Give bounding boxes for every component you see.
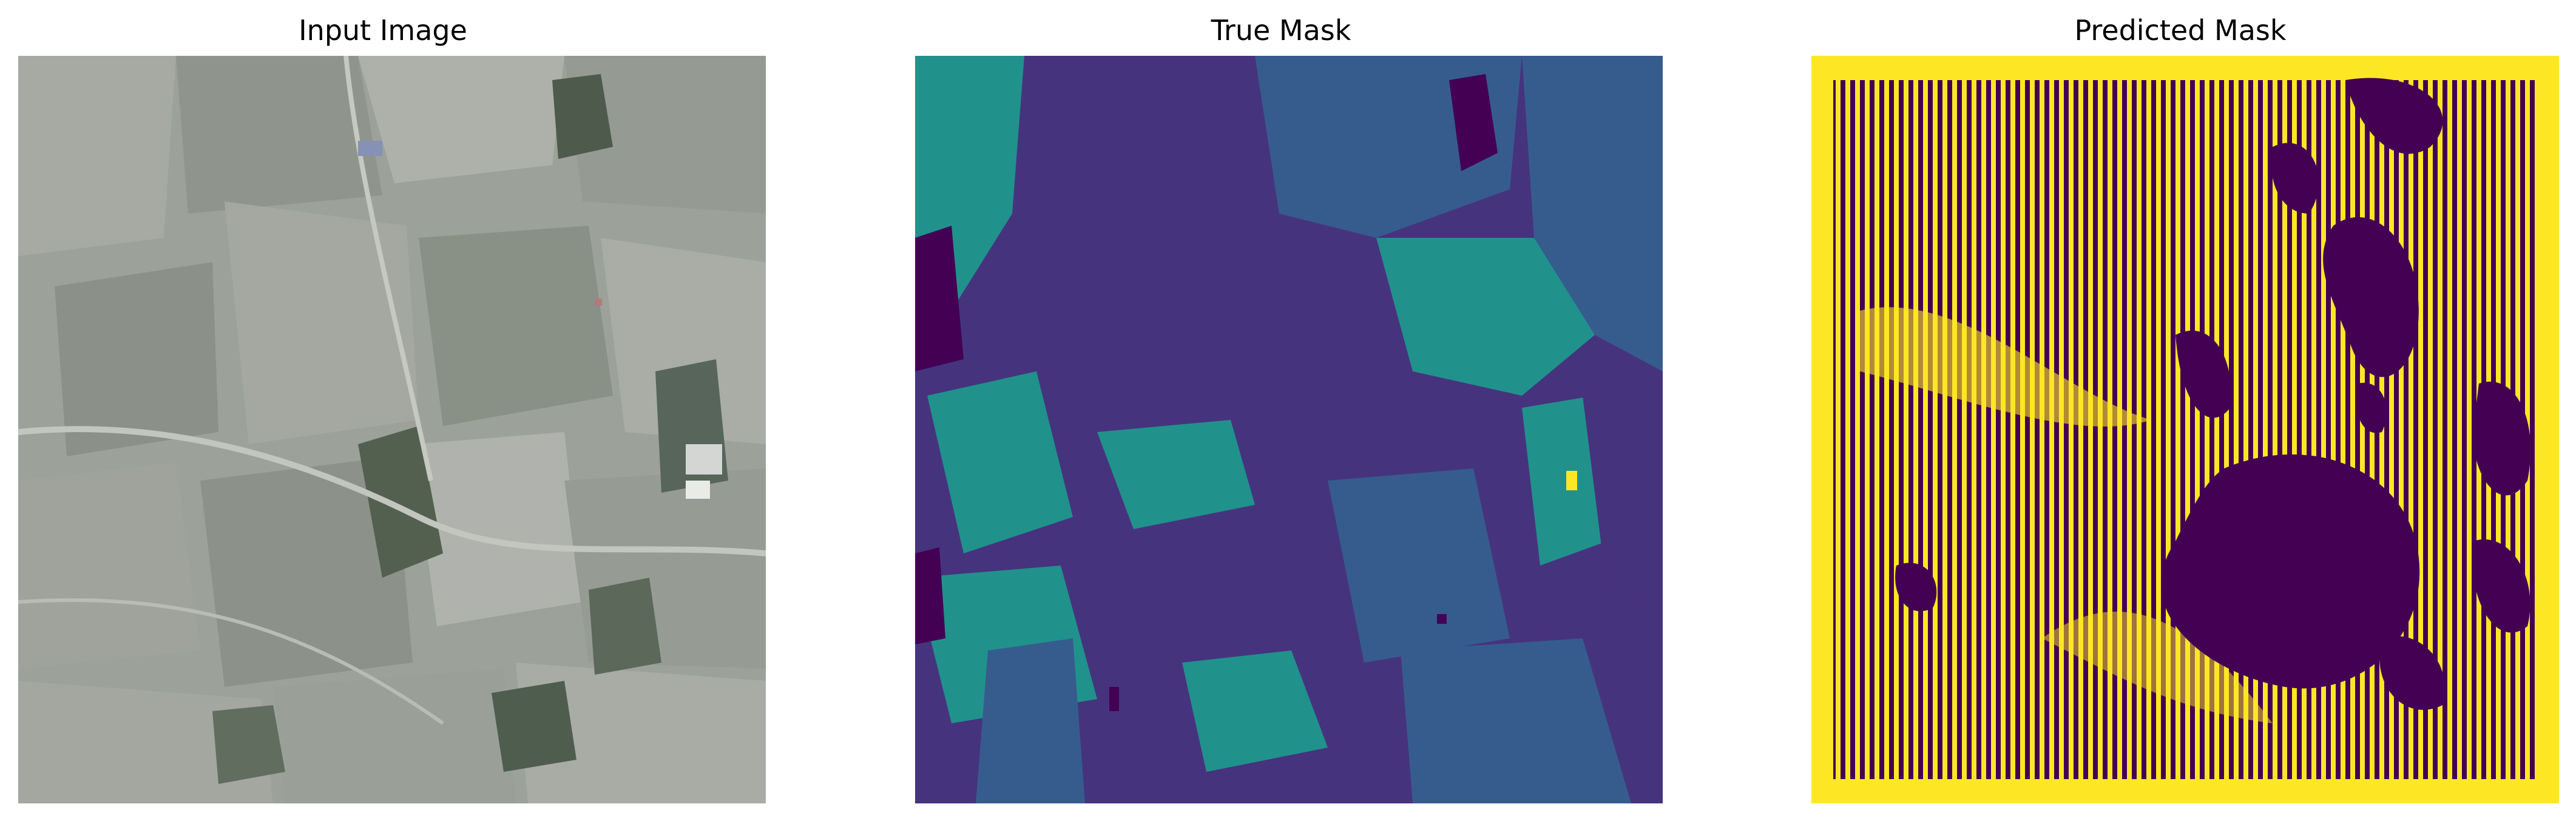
predicted-mask-title: Predicted Mask	[2074, 14, 2287, 47]
predicted-mask	[1811, 56, 2559, 803]
predicted-mask-panel: Predicted Mask	[1797, 0, 2563, 821]
true-mask	[915, 56, 1663, 803]
input-image	[18, 56, 766, 803]
input-image-title: Input Image	[299, 14, 467, 47]
true-mask-title: True Mask	[1211, 14, 1351, 47]
true-mask-panel: True Mask	[898, 0, 1664, 821]
aerial-photo	[18, 56, 766, 803]
true-mask-image	[915, 56, 1663, 803]
input-image-panel: Input Image	[0, 0, 766, 821]
predicted-mask-image	[1811, 56, 2559, 803]
